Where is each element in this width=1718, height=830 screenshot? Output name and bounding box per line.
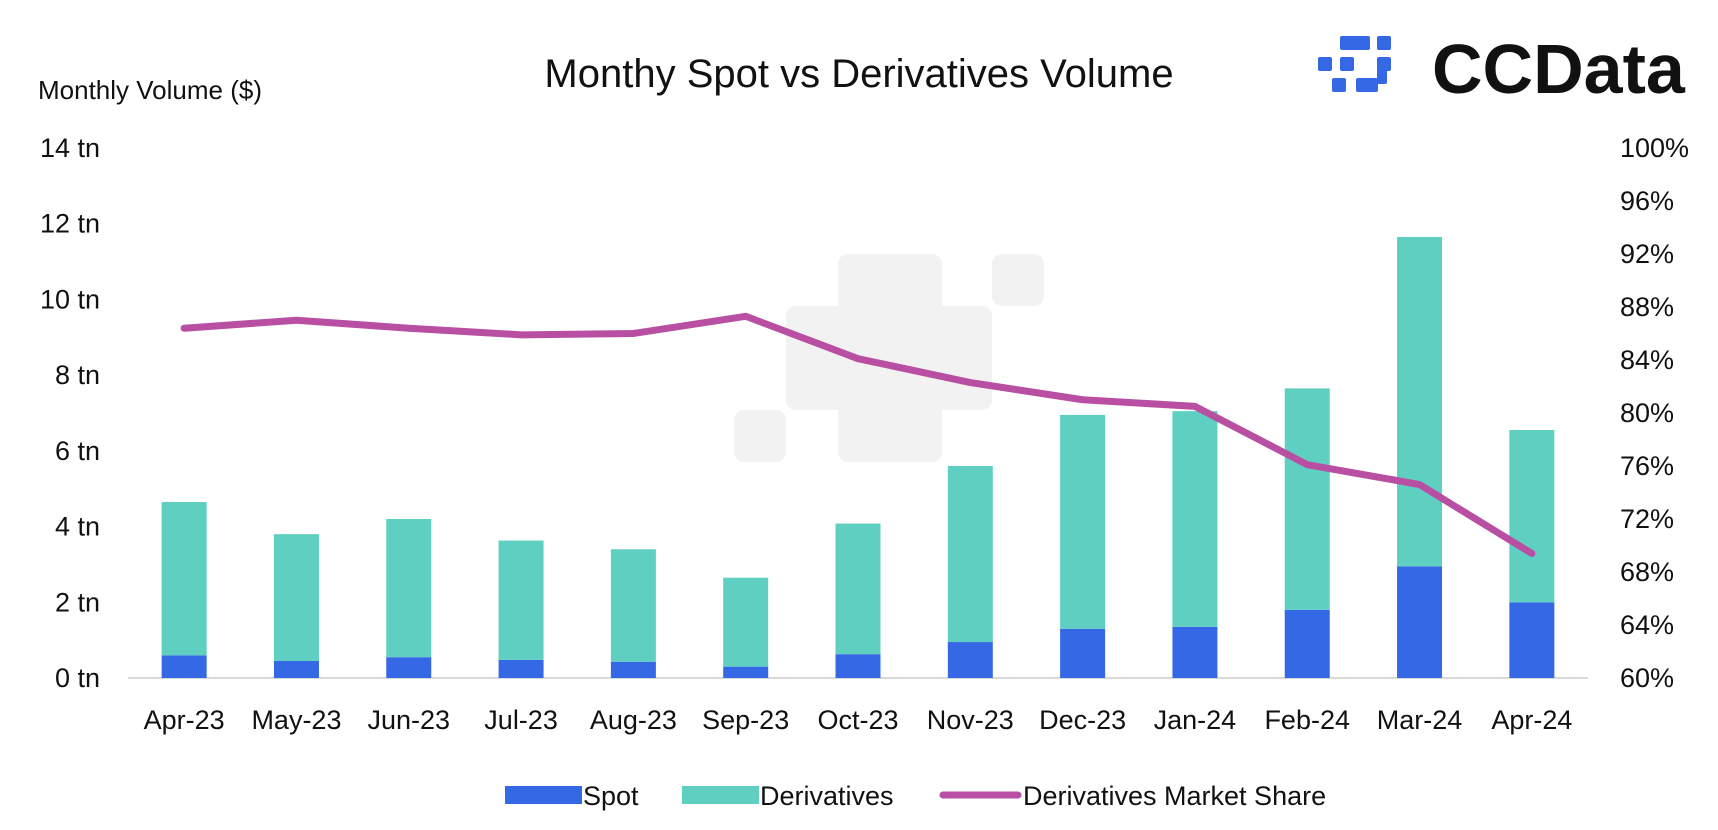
market-share-line-layer <box>180 312 1536 557</box>
y-tick-label: 4 tn <box>55 512 100 542</box>
derivatives-bar <box>1172 411 1218 627</box>
legend-label-spot: Spot <box>583 781 639 811</box>
x-tick-label: Apr-23 <box>144 705 225 735</box>
y-tick-label: 12 tn <box>40 209 100 239</box>
y2-tick-label: 88% <box>1620 292 1674 322</box>
spot-bar <box>610 661 656 678</box>
legend-label-derivatives: Derivatives <box>760 781 894 811</box>
derivatives-bar <box>498 540 544 660</box>
derivatives-bar <box>1060 414 1106 629</box>
derivatives-bar <box>1509 430 1555 603</box>
y2-tick-label: 68% <box>1620 557 1674 587</box>
spot-bar <box>1060 628 1106 678</box>
ccdata-logo-text: CCData <box>1432 30 1686 108</box>
derivatives-bar <box>723 577 769 667</box>
chart-title: Monthy Spot vs Derivatives Volume <box>544 52 1173 96</box>
legend-swatch-derivatives <box>682 786 759 804</box>
x-tick-label: Jun-23 <box>367 705 450 735</box>
legend-swatch-spot <box>505 786 582 804</box>
x-tick-label: Apr-24 <box>1491 705 1572 735</box>
y-tick-label: 6 tn <box>55 436 100 466</box>
spot-bar <box>947 642 993 678</box>
y2-tick-label: 96% <box>1620 186 1674 216</box>
spot-bar <box>273 660 319 678</box>
spot-bar <box>723 666 769 678</box>
y-tick-label: 0 tn <box>55 663 100 693</box>
y2-tick-label: 76% <box>1620 451 1674 481</box>
derivatives-bar <box>947 466 993 643</box>
bars <box>161 236 1555 678</box>
x-tick-label: Jul-23 <box>484 705 558 735</box>
spot-bar <box>835 654 881 678</box>
y2-tick-label: 64% <box>1620 610 1674 640</box>
y2-tick-label: 100% <box>1620 133 1689 163</box>
derivatives-bar <box>273 534 319 661</box>
market-share-line <box>180 312 1536 557</box>
y-tick-label: 14 tn <box>40 133 100 163</box>
y-axis-right: 60% 64% 68% 72% 76% 80% 84% 88% 92% 96% 100% <box>1620 133 1689 693</box>
spot-bar <box>161 655 207 678</box>
y-tick-label: 2 tn <box>55 587 100 617</box>
derivatives-bar <box>835 523 881 655</box>
derivatives-bar <box>161 501 207 656</box>
x-tick-label: Jan-24 <box>1154 705 1237 735</box>
y2-tick-label: 72% <box>1620 504 1674 534</box>
y2-tick-label: 92% <box>1620 239 1674 269</box>
x-tick-label: Mar-24 <box>1377 705 1463 735</box>
derivatives-bar <box>1284 388 1330 610</box>
y2-tick-label: 60% <box>1620 663 1674 693</box>
spot-bar <box>386 657 432 678</box>
x-tick-label: Dec-23 <box>1039 705 1126 735</box>
spot-bar <box>1172 626 1218 678</box>
ccdata-logo: CCData <box>1318 30 1686 108</box>
x-tick-label: Sep-23 <box>702 705 789 735</box>
legend-label-derivatives-market-share: Derivatives Market Share <box>1023 781 1326 811</box>
spot-bar <box>1284 609 1330 678</box>
ccdata-logo-icon <box>1318 36 1391 92</box>
x-tick-label: Oct-23 <box>817 705 898 735</box>
legend: Spot Derivatives Derivatives Market Share <box>505 781 1326 811</box>
spot-bar <box>498 659 544 678</box>
watermark <box>734 254 1044 462</box>
spot-bar <box>1509 602 1555 678</box>
x-tick-label: Aug-23 <box>590 705 677 735</box>
x-tick-label: Feb-24 <box>1264 705 1350 735</box>
derivatives-bar <box>1397 236 1443 567</box>
y2-tick-label: 80% <box>1620 398 1674 428</box>
y-axis-left: 0 tn 2 tn 4 tn 6 tn 8 tn 10 tn 12 tn 14 tn <box>40 133 100 693</box>
derivatives-bar <box>610 549 656 662</box>
x-tick-label: Nov-23 <box>927 705 1014 735</box>
y-tick-label: 8 tn <box>55 360 100 390</box>
y-tick-label: 10 tn <box>40 284 100 314</box>
derivatives-bar <box>386 519 432 658</box>
x-tick-label: May-23 <box>251 705 341 735</box>
spot-bar <box>1397 566 1443 678</box>
y2-tick-label: 84% <box>1620 345 1674 375</box>
x-axis: Apr-23 May-23 Jun-23 Jul-23 Aug-23 Sep-23 Oct-… <box>144 705 1573 735</box>
y-axis-title: Monthly Volume ($) <box>38 75 262 105</box>
